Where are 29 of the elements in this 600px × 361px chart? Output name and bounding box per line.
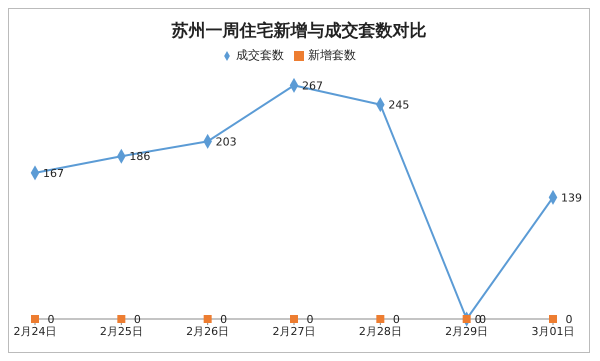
point — [549, 315, 557, 323]
x-tick-label: 2月29日 — [445, 324, 488, 338]
point — [290, 315, 298, 323]
data-label: 0 — [392, 312, 400, 326]
legend-label: 新增套数 — [308, 48, 356, 62]
point — [31, 315, 39, 323]
x-tick-label: 3月01日 — [532, 324, 574, 338]
x-tick-label: 2月24日 — [14, 324, 56, 338]
point — [462, 315, 471, 323]
data-label: 186 — [129, 150, 150, 164]
x-tick-label: 2月28日 — [358, 324, 402, 338]
data-label: 0 — [48, 312, 55, 326]
data-label: 203 — [216, 135, 237, 148]
x-tick-label: 2月25日 — [100, 324, 143, 338]
data-label: 167 — [43, 166, 64, 180]
x-tick-label: 2月26日 — [186, 324, 230, 338]
data-label: 0 — [306, 312, 314, 326]
chart-title: 苏州一周住宅新增与成交套数对比 — [170, 20, 428, 43]
point — [376, 315, 384, 323]
data-label: 0 — [134, 312, 141, 326]
data-label: 267 — [302, 79, 323, 92]
data-label: 245 — [388, 98, 410, 112]
data-label: 0 — [566, 312, 573, 326]
point — [204, 315, 212, 323]
legend-label: 成交套数 — [236, 48, 284, 62]
x-tick-label: 2月27日 — [272, 324, 316, 338]
point — [117, 315, 126, 323]
data-label: 139 — [561, 191, 582, 204]
data-label: 0 — [220, 312, 228, 326]
